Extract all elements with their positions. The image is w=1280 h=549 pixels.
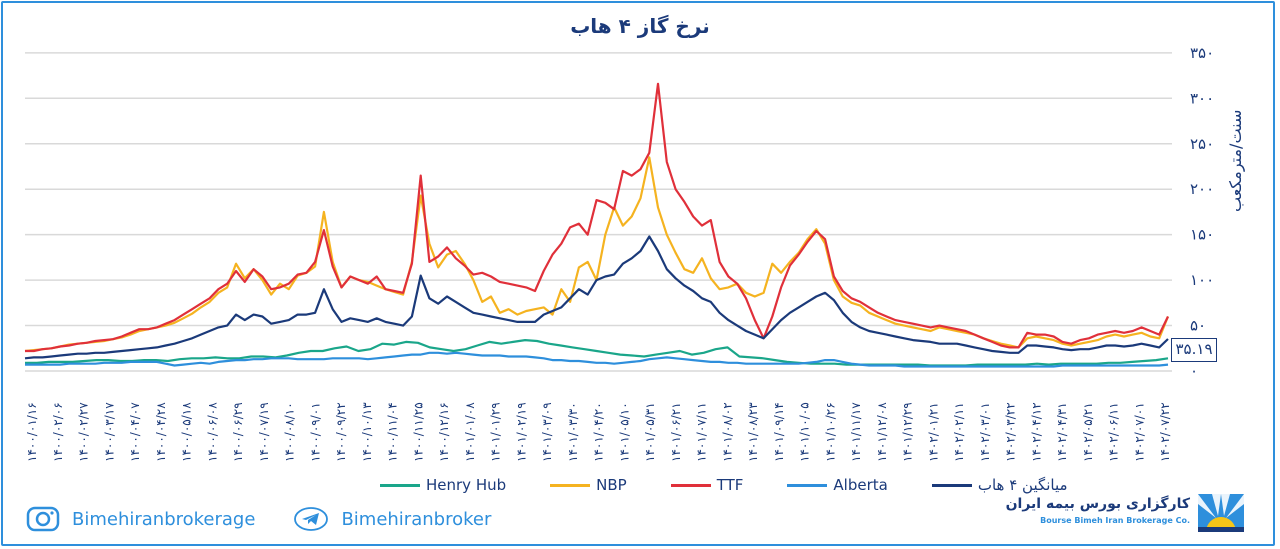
y-tick-label: ۳۰۰	[1190, 89, 1214, 107]
y-tick-label: ۰	[1190, 362, 1198, 380]
legend-item-average: میانگین ۴ هاب	[931, 476, 1068, 494]
x-tick-label: ۱۴۰۲/۰۲/۱۱	[952, 402, 966, 462]
brand-name-fa: کارگزاری بورس بیمه ایران	[1005, 496, 1190, 512]
x-tick-label: ۱۴۰۱/۰۷/۱۱	[695, 402, 709, 462]
chart-legend: Henry Hub NBP TTF Alberta میانگین ۴ هاب	[380, 476, 1112, 494]
x-tick-label: ۱۴۰۱/۰۵/۱۰	[617, 402, 631, 462]
legend-item-ttf: TTF	[670, 476, 744, 494]
sun-logo-icon	[1198, 494, 1244, 532]
x-tick-label: ۱۴۰۰/۰۷/۱۹	[257, 402, 271, 462]
telegram-handle: Bimehiranbroker	[341, 508, 492, 530]
legend-label: TTF	[716, 476, 744, 494]
last-value-label: ۳۵.۱۹	[1171, 338, 1217, 362]
telegram-link[interactable]: Bimehiranbroker	[293, 506, 491, 532]
telegram-icon	[294, 507, 329, 531]
x-tick-label: ۱۴۰۱/۰۱/۲۹	[489, 402, 503, 462]
legend-swatch	[931, 483, 972, 487]
series-line-nbp	[24, 156, 1170, 353]
y-tick-label: ۱۰۰	[1190, 271, 1214, 289]
legend-item-nbp: NBP	[550, 476, 627, 494]
x-tick-label: ۱۴۰۱/۰۱/۰۸	[463, 402, 477, 462]
x-tick-label: ۱۴۰۱/۱۰/۰۵	[798, 402, 812, 462]
x-tick-label: ۱۴۰۰/۰۹/۲۲	[334, 402, 348, 462]
x-tick-label: ۱۴۰۲/۰۱/۲۱	[926, 402, 940, 462]
instagram-handle: Bimehiranbrokerage	[72, 508, 256, 530]
legend-swatch	[670, 483, 711, 487]
legend-item-henry-hub: Henry Hub	[380, 476, 506, 494]
x-tick-label: ۱۴۰۱/۰۵/۳۱	[643, 402, 657, 462]
y-tick-label: ۲۵۰	[1190, 135, 1214, 153]
series-line-henry-hub	[25, 339, 1169, 367]
x-tick-label: ۱۴۰۱/۰۳/۳۰	[566, 402, 580, 462]
series-line-ttf	[25, 82, 1169, 353]
x-tick-label: ۱۴۰۰/۰۹/۰۱	[308, 402, 322, 462]
x-tick-label: ۱۴۰۰/۱۲/۱۶	[437, 402, 451, 462]
x-tick-label: ۱۴۰۱/۱۲/۲۹	[901, 402, 915, 462]
x-tick-label: ۱۴۰۰/۱۰/۱۳	[360, 402, 374, 462]
x-tick-label: ۱۴۰۰/۰۲/۲۷	[77, 402, 91, 462]
series-line-میانگین-۴-هاب	[24, 235, 1169, 360]
y-tick-label: ۵۰	[1190, 317, 1206, 335]
social-links: Bimehiranbrokerage Bimehiranbroker	[26, 506, 529, 532]
chart-title: نرخ گاز ۴ هاب	[570, 14, 710, 38]
x-tick-label: ۱۴۰۱/۰۳/۰۹	[540, 402, 554, 462]
x-tick-label: ۱۴۰۱/۰۶/۲۱	[669, 402, 683, 462]
x-tick-label: ۱۴۰۰/۰۲/۰۶	[51, 402, 65, 462]
brand-name-en: Bourse Bimeh Iran Brokerage Co.	[1040, 516, 1190, 525]
x-tick-label: ۱۴۰۲/۰۵/۲۱	[1081, 402, 1095, 462]
x-tick-label: ۱۴۰۱/۰۸/۰۲	[720, 402, 734, 462]
y-axis-label: سنت/مترمکعب	[1226, 109, 1245, 212]
x-tick-label: ۱۴۰۱/۰۴/۲۰	[592, 402, 606, 462]
x-tick-label: ۱۴۰۰/۰۴/۰۷	[128, 402, 142, 462]
legend-swatch	[787, 483, 828, 487]
series-line-alberta	[25, 351, 1169, 368]
legend-label: NBP	[596, 476, 627, 494]
x-tick-label: ۱۴۰۰/۰۸/۱۰	[283, 402, 297, 462]
x-tick-label: ۱۴۰۱/۱۲/۰۸	[875, 402, 889, 462]
y-tick-label: ۱۵۰	[1190, 226, 1214, 244]
x-tick-label: ۱۴۰۲/۰۴/۱۲	[1029, 402, 1043, 462]
x-tick-label: ۱۴۰۰/۰۶/۲۹	[231, 402, 245, 462]
x-tick-label: ۱۴۰۰/۱۱/۰۴	[386, 402, 400, 462]
x-tick-label: ۱۴۰۰/۰۳/۱۷	[102, 402, 116, 462]
x-tick-label: ۱۴۰۱/۱۱/۱۷	[849, 402, 863, 462]
y-tick-label: ۲۰۰	[1190, 180, 1214, 198]
instagram-icon	[26, 506, 60, 532]
legend-label: Alberta	[833, 476, 888, 494]
x-tick-label: ۱۴۰۱/۰۲/۱۹	[514, 402, 528, 462]
legend-label: میانگین ۴ هاب	[977, 476, 1068, 494]
instagram-link[interactable]: Bimehiranbrokerage	[26, 506, 255, 532]
x-tick-label: ۱۴۰۰/۰۴/۲۸	[154, 402, 168, 462]
x-tick-label: ۱۴۰۲/۰۶/۱۱	[1107, 402, 1121, 462]
y-tick-label: ۳۵۰	[1190, 44, 1214, 62]
x-tick-label: ۱۴۰۰/۰۶/۰۸	[205, 402, 219, 462]
x-tick-label: ۱۴۰۱/۰۹/۱۴	[772, 402, 786, 462]
x-tick-label: ۱۴۰۱/۰۸/۲۳	[746, 402, 760, 462]
legend-label: Henry Hub	[426, 476, 507, 494]
x-tick-label: ۱۴۰۰/۱۱/۲۵	[411, 402, 425, 462]
x-tick-label: ۱۴۰۲/۰۳/۰۱	[978, 402, 992, 462]
x-tick-label: ۱۴۰۲/۰۷/۰۱	[1132, 402, 1146, 462]
x-tick-label: ۱۴۰۱/۱۰/۲۶	[823, 402, 837, 462]
legend-swatch	[550, 483, 591, 487]
x-tick-label: ۱۴۰۲/۰۴/۳۱	[1055, 402, 1069, 462]
legend-swatch	[380, 483, 420, 487]
x-tick-label: ۱۴۰۲/۰۳/۲۲	[1004, 402, 1018, 462]
x-tick-label: ۱۴۰۰/۰۵/۱۸	[180, 402, 194, 462]
x-tick-label: ۱۴۰۰/۰۱/۱۶	[25, 402, 39, 462]
x-tick-label: ۱۴۰۲/۰۷/۲۲	[1158, 402, 1172, 462]
legend-item-alberta: Alberta	[787, 476, 888, 494]
brand-logo-block: کارگزاری بورس بیمه ایران Bourse Bimeh Ir…	[1006, 494, 1250, 534]
